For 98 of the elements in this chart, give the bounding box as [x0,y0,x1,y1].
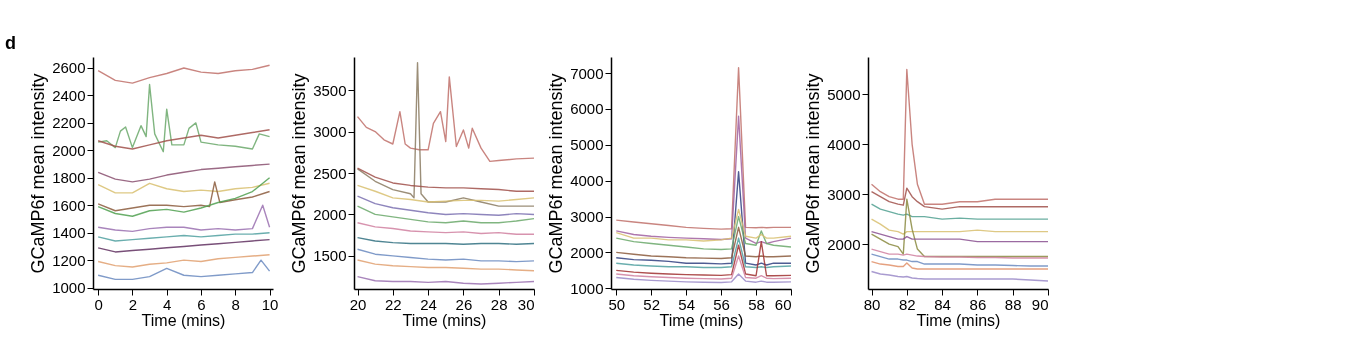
x-tick-label: 52 [643,295,661,313]
line-series [97,259,271,281]
line-series [615,237,792,269]
y-tick-label: 6000 [570,100,604,118]
y-tick-label: 4000 [570,172,604,190]
x-tick-label: 86 [969,295,987,313]
x-tick-label: 22 [384,295,402,313]
y-tick-label: 3000 [827,185,861,203]
x-tick-label: 24 [420,295,437,313]
y-tick-label: 5000 [570,136,604,154]
line-series [356,248,535,263]
line-series [870,187,1049,210]
x-axis-title: Time (mins) [916,311,1001,329]
y-tick-label: 2600 [52,59,86,77]
x-axis-title: Time (mins) [402,311,487,329]
y-axis-title: GCaMP6f mean intensity [546,73,567,274]
line-series [97,182,271,194]
y-tick-label: 1600 [52,196,86,214]
x-tick-label: 80 [863,295,881,313]
x-tick-label: 60 [774,295,792,313]
x-tick-label: 10 [261,295,279,313]
line-series [870,248,1049,259]
y-tick-label: 7000 [570,64,604,82]
x-axis-title: Time (mins) [659,311,744,329]
line-series [870,218,1049,235]
line-series [97,238,271,253]
line-series [870,230,1049,243]
line-series [97,204,271,233]
y-tick-label: 1800 [52,169,86,187]
y-tick-label: 3000 [570,208,604,226]
line-series [356,195,535,216]
line-series [97,129,271,150]
line-series [615,67,792,230]
line-series [615,255,792,280]
x-axis-title: Time (mins) [141,311,226,329]
x-tick-label: 90 [1031,295,1049,313]
line-series [870,68,1049,205]
y-tick-label: 2000 [313,205,347,223]
line-series [97,253,271,268]
x-tick-label: 0 [94,295,103,313]
y-tick-label: 3000 [313,123,347,141]
line-series [870,270,1049,282]
line-series [97,83,271,153]
x-tick-label: 50 [608,295,626,313]
y-axis-title: GCaMP6f mean intensity [289,73,310,274]
y-tick-label: 2000 [570,243,604,261]
line-series [615,273,792,284]
y-tick-label: 2000 [827,235,861,253]
y-axis-title: GCaMP6f mean intensity [28,73,49,274]
x-tick-label: 58 [748,295,765,313]
line-series [356,205,535,224]
line-series [97,232,271,242]
x-tick-label: 88 [1004,295,1022,313]
y-tick-label: 2400 [52,86,86,104]
line-series [97,64,271,84]
line-series [615,215,792,251]
x-tick-label: 8 [231,295,240,313]
line-series [356,236,535,245]
x-tick-label: 6 [197,295,206,313]
y-tick-label: 1000 [570,279,604,297]
line-series [870,203,1049,220]
x-tick-label: 20 [349,295,367,313]
line-series [870,260,1049,270]
y-tick-label: 2000 [52,141,86,159]
line-series [97,163,271,183]
line-series [356,259,535,272]
line-series [615,208,792,242]
line-series [615,171,792,266]
y-tick-label: 1200 [52,251,86,269]
x-tick-label: 56 [713,295,730,313]
x-tick-label: 26 [455,295,473,313]
line-series [615,115,792,245]
y-tick-label: 2200 [52,114,86,132]
line-series [356,76,535,163]
y-tick-label: 1400 [52,224,86,242]
x-tick-label: 30 [517,295,535,313]
y-tick-label: 1000 [52,279,86,297]
x-tick-label: 82 [898,295,916,313]
line-series [615,240,792,277]
y-tick-label: 2500 [313,164,347,182]
y-axis-title: GCaMP6f mean intensity [803,73,824,274]
text: d [5,33,16,53]
y-tick-label: 3500 [313,81,347,99]
x-tick-label: 54 [678,295,695,313]
x-tick-label: 84 [934,295,951,313]
line-series [356,222,535,236]
x-tick-label: 28 [490,295,508,313]
line-series [356,62,535,207]
line-series [870,253,1049,267]
line-series [356,184,535,203]
y-tick-label: 1500 [313,247,347,265]
line-series [356,167,535,192]
y-tick-label: 5000 [827,85,861,103]
line-series [615,226,792,260]
x-tick-label: 4 [163,295,172,313]
line-series [356,275,535,285]
x-tick-label: 2 [128,295,138,313]
y-tick-label: 4000 [827,135,861,153]
